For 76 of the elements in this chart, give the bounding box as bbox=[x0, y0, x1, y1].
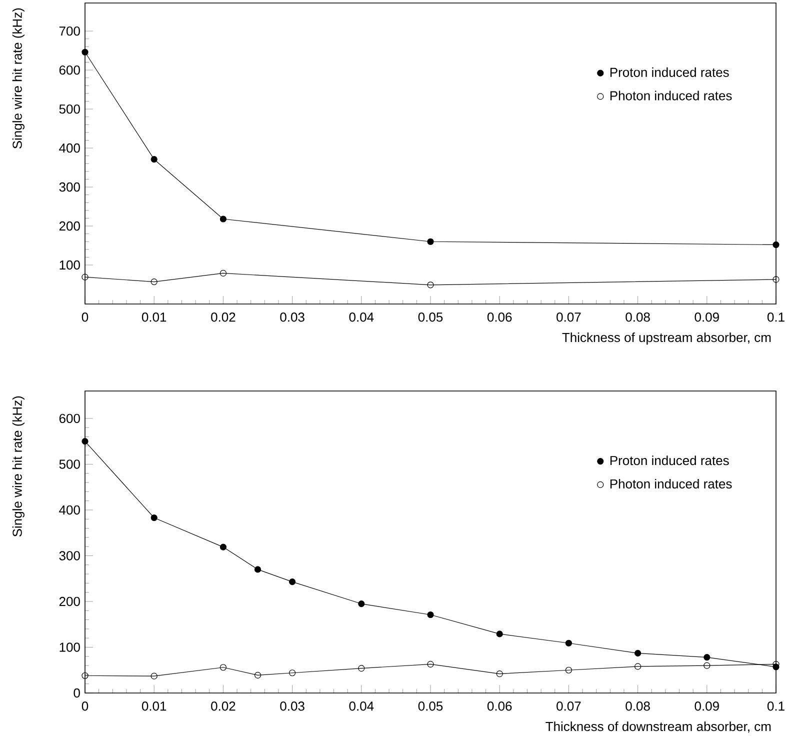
x-tick-label: 0 bbox=[82, 312, 88, 322]
point bbox=[150, 156, 158, 163]
y-tick-label: 0 bbox=[74, 688, 80, 698]
point bbox=[634, 650, 642, 656]
point bbox=[772, 276, 780, 283]
y-tick-label: 100 bbox=[60, 260, 80, 270]
legend-label: Photon induced rates bbox=[610, 478, 732, 489]
x-tick-label: 0.04 bbox=[349, 702, 374, 711]
point bbox=[150, 278, 158, 286]
x-tick-label: 0.03 bbox=[280, 312, 304, 322]
point bbox=[82, 438, 88, 445]
x-axis-title: Thickness of downstream absorber, cm bbox=[546, 722, 771, 733]
x-axis-title: Thickness of upstream absorber, cm bbox=[562, 332, 771, 345]
point bbox=[150, 514, 158, 522]
point bbox=[220, 544, 227, 550]
point bbox=[704, 654, 710, 661]
y-axis-title: Single wire hit rate (kHz) bbox=[12, 396, 24, 537]
x-tick-label: 0.01 bbox=[142, 702, 166, 711]
point bbox=[82, 274, 88, 280]
point bbox=[220, 270, 227, 276]
legend-label: Proton induced rates bbox=[610, 456, 729, 466]
x-tick-label: 0.1 bbox=[767, 702, 784, 711]
x-tick-label: 0.07 bbox=[556, 702, 581, 711]
x-tick-label: 0.02 bbox=[211, 312, 236, 322]
y-tick-label: 200 bbox=[59, 221, 80, 231]
point bbox=[427, 611, 434, 618]
x-tick-label: 0.06 bbox=[487, 702, 512, 711]
point bbox=[704, 662, 710, 669]
point bbox=[427, 282, 434, 288]
x-tick-label: 0.06 bbox=[487, 312, 512, 322]
y-tick-label: 500 bbox=[59, 460, 80, 469]
point bbox=[254, 566, 262, 573]
y-tick-label: 300 bbox=[59, 182, 80, 192]
point bbox=[634, 663, 642, 670]
x-tick-label: 0.02 bbox=[211, 702, 236, 711]
y-tick-label: 400 bbox=[59, 143, 80, 153]
x-tick-label: 0 bbox=[82, 702, 88, 711]
y-tick-label: 700 bbox=[59, 26, 80, 36]
y-tick-label: 100 bbox=[60, 642, 80, 652]
y-tick-label: 500 bbox=[59, 104, 80, 114]
point bbox=[496, 670, 503, 678]
x-tick-label: 0.03 bbox=[280, 702, 304, 711]
legend-label: Photon induced rates bbox=[610, 90, 732, 100]
point bbox=[289, 670, 296, 676]
y-tick-label: 400 bbox=[59, 505, 80, 515]
x-tick-label: 0.09 bbox=[694, 702, 719, 711]
y-tick-label: 300 bbox=[59, 551, 80, 560]
point bbox=[220, 216, 227, 222]
y-tick-label: 600 bbox=[59, 414, 80, 424]
x-tick-label: 0.07 bbox=[556, 312, 581, 322]
point bbox=[358, 600, 365, 608]
x-tick-label: 0.09 bbox=[694, 312, 719, 322]
point bbox=[496, 630, 503, 638]
point bbox=[565, 640, 572, 646]
y-tick-label: 200 bbox=[59, 596, 80, 606]
x-tick-label: 0.1 bbox=[767, 312, 784, 322]
point bbox=[565, 666, 572, 674]
x-tick-label: 0.04 bbox=[349, 312, 374, 322]
x-tick-label: 0.05 bbox=[418, 702, 443, 711]
y-tick-label: 600 bbox=[59, 65, 80, 75]
point bbox=[427, 660, 434, 668]
x-tick-label: 0.08 bbox=[626, 312, 650, 322]
point bbox=[82, 48, 88, 56]
point bbox=[772, 241, 780, 248]
point bbox=[289, 578, 296, 586]
x-tick-label: 0.05 bbox=[418, 312, 443, 322]
point bbox=[220, 664, 227, 671]
x-tick-label: 0.08 bbox=[626, 702, 650, 711]
x-tick-label: 0.01 bbox=[142, 312, 166, 322]
point bbox=[427, 238, 434, 245]
point bbox=[358, 664, 365, 672]
point bbox=[254, 672, 262, 678]
y-axis-title: Single wire hit rate (kHz) bbox=[12, 8, 24, 149]
point bbox=[150, 672, 158, 680]
legend-label: Proton induced rates bbox=[610, 67, 729, 77]
point bbox=[82, 672, 88, 679]
